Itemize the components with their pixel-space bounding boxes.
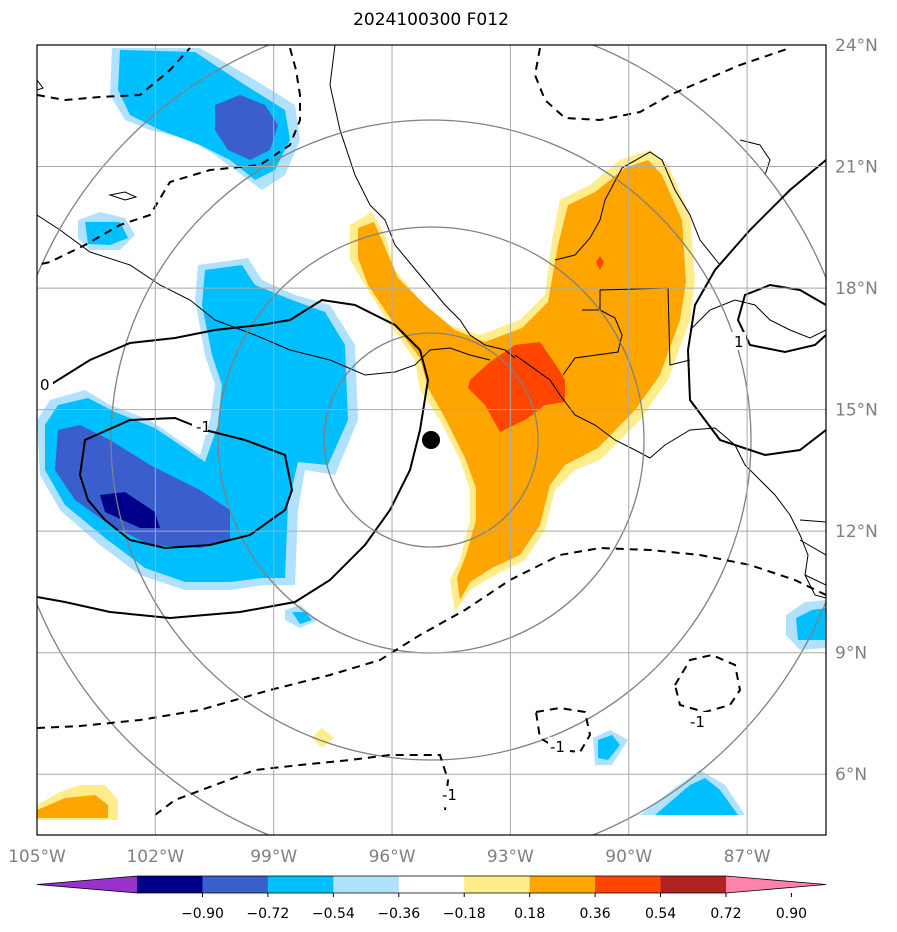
latitude-tick-label: 24°N — [835, 36, 878, 56]
yucatan-coast — [554, 151, 721, 266]
guatemala-border — [514, 354, 651, 459]
contour-label: -1 — [196, 418, 211, 436]
colorbar-segment — [267, 876, 334, 893]
contour-label: 0 — [40, 376, 50, 394]
longitude-tick-label: 93°W — [487, 847, 534, 867]
colorbar-tick-label: 0.90 — [776, 906, 807, 922]
longitude-tick-label: 105°W — [8, 847, 66, 867]
contour-negative-north — [37, 47, 191, 102]
colorbar-tick-label: 0.36 — [580, 906, 611, 922]
colorbar-tick-label: −0.18 — [443, 906, 486, 922]
longitude-tick-label: 96°W — [369, 847, 416, 867]
longitude-tick-label: 102°W — [126, 847, 184, 867]
storm-center-marker — [422, 431, 440, 449]
longitude-tick-label: 87°W — [724, 847, 771, 867]
map-gridlines — [37, 45, 826, 835]
latitude-tick-label: 6°N — [835, 765, 867, 785]
colorbar-tick-label: −0.90 — [181, 906, 224, 922]
colorbar-segment — [660, 876, 727, 893]
colorbar-tick-label: −0.72 — [246, 906, 289, 922]
range-ring-1 — [323, 332, 539, 548]
colorbar-segment — [529, 876, 596, 893]
colorbar-labels: −0.90 −0.72 −0.54 −0.36 −0.18 0.18 0.36 0.54 0.7… — [181, 893, 807, 922]
colorbar-outline — [36, 875, 827, 894]
latitude-tick-label: 18°N — [835, 279, 878, 299]
colorbar-tick-label: −0.36 — [377, 906, 420, 922]
contour-labels: 0 -1 1 -1 -1 -1 — [35, 332, 746, 806]
negative-anomaly-region-west-peak — [100, 492, 160, 528]
mexico-pacific-coast — [329, 45, 516, 359]
colorbar — [36, 875, 827, 894]
colorbar-tick-label: 0.72 — [710, 906, 741, 922]
coastlines — [37, 45, 826, 599]
latitude-tick-label: 9°N — [835, 644, 867, 664]
contour-negative-southeast — [673, 653, 742, 714]
contour-negative-1-west — [78, 416, 294, 550]
map-title: 2024100300 F012 — [353, 10, 509, 30]
colorbar-segment — [464, 876, 531, 893]
latitude-tick-label: 12°N — [835, 522, 878, 542]
central-america-coast — [649, 427, 826, 599]
latitude-tick-label: 21°N — [835, 158, 878, 178]
contour-label: 1 — [734, 333, 744, 351]
colorbar-segment — [398, 876, 465, 893]
contour-one-east-inner — [736, 283, 826, 354]
contour-negative-northeast — [533, 47, 791, 122]
colorbar-segment — [202, 876, 269, 893]
negative-anomaly-region-north-inner — [215, 95, 278, 160]
contour-label: -1 — [442, 786, 457, 804]
gulf-coast — [37, 214, 491, 376]
longitude-tick-label: 90°W — [605, 847, 652, 867]
contour-label: -1 — [690, 713, 705, 731]
contour-negative-south-2 — [154, 754, 450, 816]
colorbar-segment — [137, 876, 203, 893]
colorbar-segment — [333, 876, 400, 893]
longitude-labels: 105°W 102°W 99°W 96°W 93°W 90°W 87°W — [8, 847, 771, 867]
latitude-tick-label: 15°N — [835, 401, 878, 421]
colorbar-tick-label: 0.18 — [514, 906, 545, 922]
latitude-labels: 24°N 21°N 18°N 15°N 12°N 9°N 6°N — [835, 36, 878, 785]
colorbar-extend-low — [37, 876, 137, 893]
honduras-coast — [689, 299, 826, 339]
colorbar-segment — [595, 876, 662, 893]
range-ring-3 — [110, 119, 752, 761]
contour-zero-solid — [37, 298, 430, 620]
map-frame — [36, 44, 827, 836]
anomaly-fill-layer — [37, 48, 826, 820]
contour-one-east — [686, 159, 826, 457]
contour-label: -1 — [550, 738, 565, 756]
colorbar-extend-high — [726, 876, 826, 893]
longitude-tick-label: 99°W — [250, 847, 297, 867]
contour-lines — [37, 47, 826, 816]
negative-anomaly-region-west-inner — [55, 425, 230, 548]
colorbar-tick-label: 0.54 — [645, 906, 676, 922]
contour-negative-south — [37, 546, 826, 729]
belize-border — [599, 287, 691, 366]
colorbar-tick-label: −0.54 — [312, 906, 355, 922]
